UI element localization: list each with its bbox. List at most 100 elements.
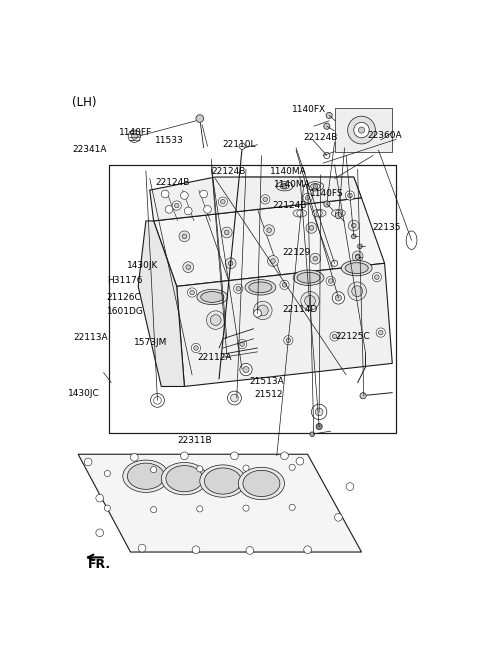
Circle shape xyxy=(174,203,179,208)
Circle shape xyxy=(326,112,332,118)
Circle shape xyxy=(196,114,204,122)
Ellipse shape xyxy=(307,182,324,191)
Ellipse shape xyxy=(406,231,417,249)
Circle shape xyxy=(151,394,164,407)
Circle shape xyxy=(183,262,193,273)
Circle shape xyxy=(151,507,156,513)
Ellipse shape xyxy=(280,184,289,189)
Circle shape xyxy=(225,258,236,269)
Text: 22124B: 22124B xyxy=(156,179,190,187)
Circle shape xyxy=(228,261,233,266)
Circle shape xyxy=(84,458,92,466)
Circle shape xyxy=(184,207,192,215)
Circle shape xyxy=(267,256,278,266)
Circle shape xyxy=(359,127,365,133)
Circle shape xyxy=(374,275,379,279)
Circle shape xyxy=(188,288,197,297)
Circle shape xyxy=(96,529,104,537)
Circle shape xyxy=(257,305,268,316)
Circle shape xyxy=(218,197,228,206)
Circle shape xyxy=(324,152,330,158)
Ellipse shape xyxy=(293,270,324,285)
Ellipse shape xyxy=(201,292,224,302)
Circle shape xyxy=(316,423,322,430)
Text: 1140FS: 1140FS xyxy=(310,189,343,198)
Circle shape xyxy=(324,123,330,129)
Circle shape xyxy=(96,494,104,502)
Polygon shape xyxy=(335,108,392,152)
Circle shape xyxy=(324,201,330,207)
Text: 11533: 11533 xyxy=(156,137,184,145)
Circle shape xyxy=(310,432,314,436)
Circle shape xyxy=(243,366,249,373)
Ellipse shape xyxy=(123,460,169,492)
Circle shape xyxy=(303,193,312,203)
Circle shape xyxy=(326,277,336,286)
Circle shape xyxy=(165,205,173,213)
Circle shape xyxy=(282,184,287,188)
Ellipse shape xyxy=(249,282,272,293)
Ellipse shape xyxy=(276,182,293,191)
Circle shape xyxy=(330,332,339,341)
Text: 1430JC: 1430JC xyxy=(68,389,100,398)
Circle shape xyxy=(301,292,319,310)
Circle shape xyxy=(228,391,241,405)
Circle shape xyxy=(238,339,247,349)
Circle shape xyxy=(131,453,138,461)
Text: 22113A: 22113A xyxy=(73,334,108,342)
Circle shape xyxy=(315,408,323,416)
Circle shape xyxy=(296,457,304,465)
Circle shape xyxy=(221,199,225,204)
Circle shape xyxy=(197,466,203,472)
Circle shape xyxy=(332,334,337,339)
Text: 1140FX: 1140FX xyxy=(292,105,326,114)
Text: 22114D: 22114D xyxy=(282,305,317,314)
Circle shape xyxy=(305,296,315,306)
Circle shape xyxy=(336,213,341,218)
Ellipse shape xyxy=(312,209,326,217)
Text: H31176: H31176 xyxy=(107,277,142,285)
Circle shape xyxy=(240,364,252,375)
Circle shape xyxy=(261,195,270,204)
Ellipse shape xyxy=(166,466,203,492)
Circle shape xyxy=(348,193,352,198)
Circle shape xyxy=(310,253,321,264)
Ellipse shape xyxy=(204,468,241,494)
Circle shape xyxy=(243,505,249,511)
Circle shape xyxy=(305,196,310,200)
Circle shape xyxy=(280,280,289,290)
Circle shape xyxy=(351,234,356,239)
Circle shape xyxy=(236,286,240,291)
Circle shape xyxy=(206,311,225,330)
Circle shape xyxy=(352,251,363,262)
Circle shape xyxy=(328,279,333,283)
Text: 21126C: 21126C xyxy=(107,292,142,301)
Text: 22360A: 22360A xyxy=(367,131,402,140)
Circle shape xyxy=(306,222,317,233)
Text: (LH): (LH) xyxy=(72,96,97,109)
Text: 1573JM: 1573JM xyxy=(134,338,168,347)
Circle shape xyxy=(172,201,181,210)
Polygon shape xyxy=(242,177,361,198)
Text: 22112A: 22112A xyxy=(197,353,232,362)
Polygon shape xyxy=(78,455,361,552)
Text: 22124B: 22124B xyxy=(211,167,245,176)
Polygon shape xyxy=(150,177,361,221)
Circle shape xyxy=(313,256,318,261)
Circle shape xyxy=(161,190,169,198)
Circle shape xyxy=(254,309,262,317)
Circle shape xyxy=(354,122,369,138)
Circle shape xyxy=(332,260,337,266)
Text: 22341A: 22341A xyxy=(72,145,107,154)
Circle shape xyxy=(360,392,366,399)
Circle shape xyxy=(336,295,341,301)
Circle shape xyxy=(313,184,318,188)
Circle shape xyxy=(230,394,238,402)
Circle shape xyxy=(358,244,362,249)
Circle shape xyxy=(225,230,229,235)
Text: 22125C: 22125C xyxy=(336,332,370,341)
Text: 22110L: 22110L xyxy=(222,140,255,149)
Circle shape xyxy=(200,190,207,198)
Circle shape xyxy=(180,452,188,460)
Circle shape xyxy=(192,546,200,553)
